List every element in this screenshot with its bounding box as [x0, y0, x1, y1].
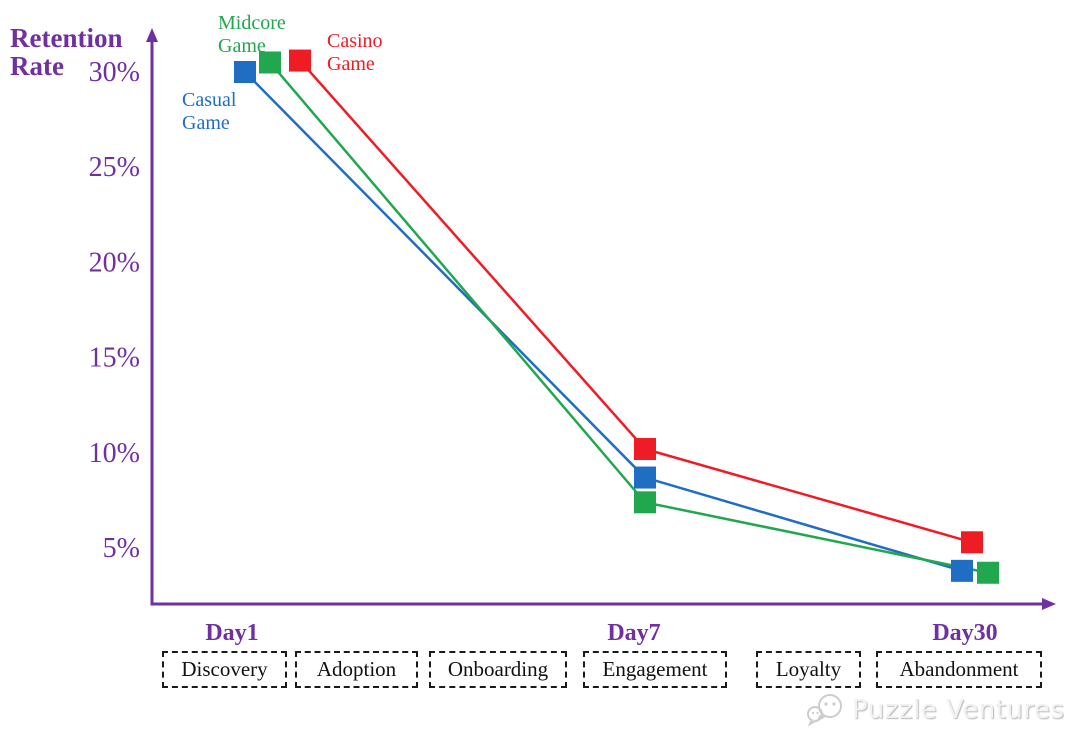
y-tick-label: 20%: [89, 247, 140, 278]
y-tick-label: 10%: [89, 438, 140, 469]
x-axis-arrowhead-icon: [1042, 598, 1056, 610]
legend-label-casual-game: Casual Game: [182, 89, 237, 134]
stage-box-adoption: Adoption: [295, 651, 418, 688]
stage-box-discovery: Discovery: [162, 651, 287, 688]
legend-label-casino-game: Casino Game: [327, 30, 383, 75]
legend-label-midcore-game: Midcore Game: [218, 12, 286, 57]
marker-casino-game: [961, 531, 983, 554]
marker-casino-game: [289, 49, 311, 72]
stage-box-engagement: Engagement: [583, 651, 727, 688]
marker-midcore-game: [634, 491, 656, 514]
chat-bubbles-logo-icon: [807, 694, 842, 727]
y-tick-label: 5%: [103, 533, 140, 564]
watermark: Puzzle Ventures: [806, 692, 1065, 728]
marker-midcore-game: [977, 561, 999, 584]
y-tick-label: 30%: [89, 57, 140, 88]
marker-midcore-game: [259, 51, 281, 74]
watermark-text: Puzzle Ventures: [852, 695, 1065, 725]
x-category-label: Day1: [205, 620, 258, 646]
x-category-label: Day7: [607, 620, 660, 646]
marker-casual-game: [634, 466, 656, 489]
marker-casual-game: [951, 559, 973, 582]
stage-box-loyalty: Loyalty: [756, 651, 861, 688]
x-category-label: Day30: [932, 620, 997, 646]
series-line-casual-game: [244, 71, 963, 573]
y-tick-label: 25%: [89, 152, 140, 183]
y-tick-label: 15%: [89, 343, 140, 374]
y-axis-title: Retention Rate: [10, 23, 123, 81]
series-line-midcore-game: [269, 61, 989, 574]
stage-box-onboarding: Onboarding: [429, 651, 567, 688]
stage-box-abandonment: Abandonment: [876, 651, 1042, 688]
y-axis-arrowhead-icon: [146, 28, 158, 42]
marker-casual-game: [234, 61, 256, 83]
marker-casino-game: [634, 437, 656, 460]
